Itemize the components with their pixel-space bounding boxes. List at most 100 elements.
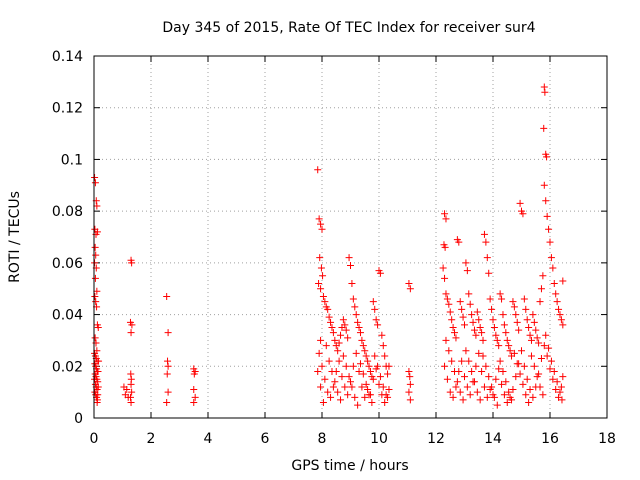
data-point (500, 391, 508, 399)
y-tick-label: 0.14 (52, 49, 83, 65)
data-point (319, 272, 327, 280)
data-point (468, 311, 476, 319)
data-point (448, 357, 456, 365)
data-point (355, 324, 363, 331)
data-point (470, 326, 478, 334)
data-point (318, 362, 326, 370)
data-point (351, 303, 359, 311)
data-point (495, 342, 503, 350)
data-point (452, 334, 460, 342)
data-point (466, 300, 474, 308)
data-point (505, 342, 513, 350)
data-point (459, 396, 467, 404)
data-point (94, 391, 102, 399)
data-point (321, 298, 329, 306)
x-tick-label: 14 (484, 431, 502, 447)
data-point (327, 393, 335, 401)
data-point (453, 378, 461, 386)
data-point (529, 393, 537, 401)
data-point (348, 383, 356, 391)
data-point (462, 347, 470, 355)
data-point (480, 230, 488, 238)
data-point (549, 264, 557, 272)
data-point (500, 321, 508, 329)
data-point (493, 336, 501, 344)
data-point (334, 347, 342, 355)
data-point (526, 331, 534, 339)
data-point (465, 290, 473, 298)
data-point (510, 303, 518, 311)
data-point (331, 378, 339, 386)
data-point (499, 311, 507, 319)
data-point (540, 342, 548, 350)
data-point (509, 298, 517, 306)
data-point (472, 362, 480, 370)
data-point (483, 393, 491, 401)
data-point (406, 380, 414, 388)
data-point (466, 391, 474, 399)
data-point (442, 215, 450, 223)
data-point (344, 391, 352, 399)
data-point (473, 308, 481, 316)
data-point (492, 375, 500, 383)
data-point (317, 264, 325, 272)
data-point (317, 336, 325, 344)
data-point (92, 298, 100, 306)
data-point (516, 370, 524, 378)
data-point (441, 243, 449, 251)
data-point (533, 334, 541, 342)
data-point (496, 290, 504, 298)
data-point (127, 380, 135, 388)
data-point (550, 280, 558, 288)
data-point (508, 396, 516, 404)
data-point (369, 298, 377, 306)
data-point (372, 316, 380, 324)
data-point (512, 311, 520, 319)
data-point (329, 329, 337, 337)
data-point (318, 225, 326, 233)
data-point (475, 316, 483, 324)
data-point (519, 210, 527, 218)
chart-title: Day 345 of 2015, Rate Of TEC Index for r… (162, 20, 535, 36)
data-point (441, 274, 449, 282)
data-point (526, 386, 534, 394)
data-point (540, 124, 548, 132)
x-tick-label: 12 (427, 431, 445, 447)
data-point (547, 357, 555, 365)
data-point (321, 375, 329, 383)
data-point (456, 298, 464, 306)
x-tick-label: 8 (318, 431, 327, 447)
data-point (441, 210, 449, 218)
data-point (452, 383, 460, 391)
data-point (366, 367, 374, 375)
data-point (316, 254, 324, 262)
data-point (91, 243, 99, 251)
data-point (344, 334, 352, 342)
data-point (91, 179, 99, 187)
data-point (352, 311, 360, 319)
data-point (502, 329, 510, 337)
data-point (555, 305, 563, 313)
y-tick-label: 0.04 (52, 308, 83, 324)
data-point (469, 318, 477, 326)
data-point (376, 269, 384, 277)
data-point (443, 375, 451, 383)
data-point (445, 300, 453, 308)
data-point (337, 396, 345, 404)
data-point (505, 388, 513, 396)
data-point (374, 321, 382, 329)
data-point (479, 352, 487, 360)
data-point (362, 352, 370, 360)
data-point (356, 329, 364, 337)
data-point (458, 305, 466, 313)
data-point (190, 398, 198, 406)
data-point (537, 355, 545, 363)
data-point (349, 295, 357, 303)
data-point (559, 373, 567, 381)
data-point (335, 357, 343, 365)
data-point (315, 280, 323, 288)
data-point (475, 349, 483, 357)
data-point (503, 336, 511, 344)
data-point (543, 212, 551, 220)
data-point (317, 383, 325, 391)
